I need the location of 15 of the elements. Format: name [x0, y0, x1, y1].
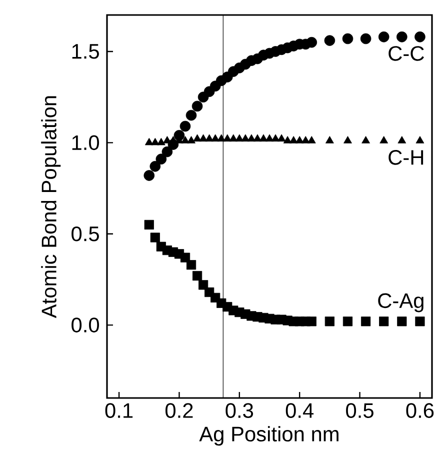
- series-label: C-Ag: [378, 293, 424, 312]
- y-tick-label: 0.0: [72, 318, 100, 332]
- x-axis-title: Ag Position nm: [199, 426, 338, 446]
- x-tick-label: 0.6: [406, 403, 434, 418]
- series-label: C-C: [388, 46, 424, 61]
- y-tick-label: 1.5: [72, 44, 99, 59]
- x-tick-label: 0.1: [105, 403, 133, 418]
- y-axis-title: Atomic Bond Population: [41, 96, 61, 318]
- x-tick-label: 0.3: [226, 403, 254, 418]
- x-tick-label: 0.5: [346, 403, 374, 418]
- y-tick-label: 0.5: [72, 226, 99, 242]
- x-tick-label: 0.2: [165, 403, 193, 418]
- x-tick-label: 0.4: [286, 403, 314, 418]
- series-label: C-H: [388, 150, 424, 165]
- y-tick-label: 1.0: [72, 135, 100, 150]
